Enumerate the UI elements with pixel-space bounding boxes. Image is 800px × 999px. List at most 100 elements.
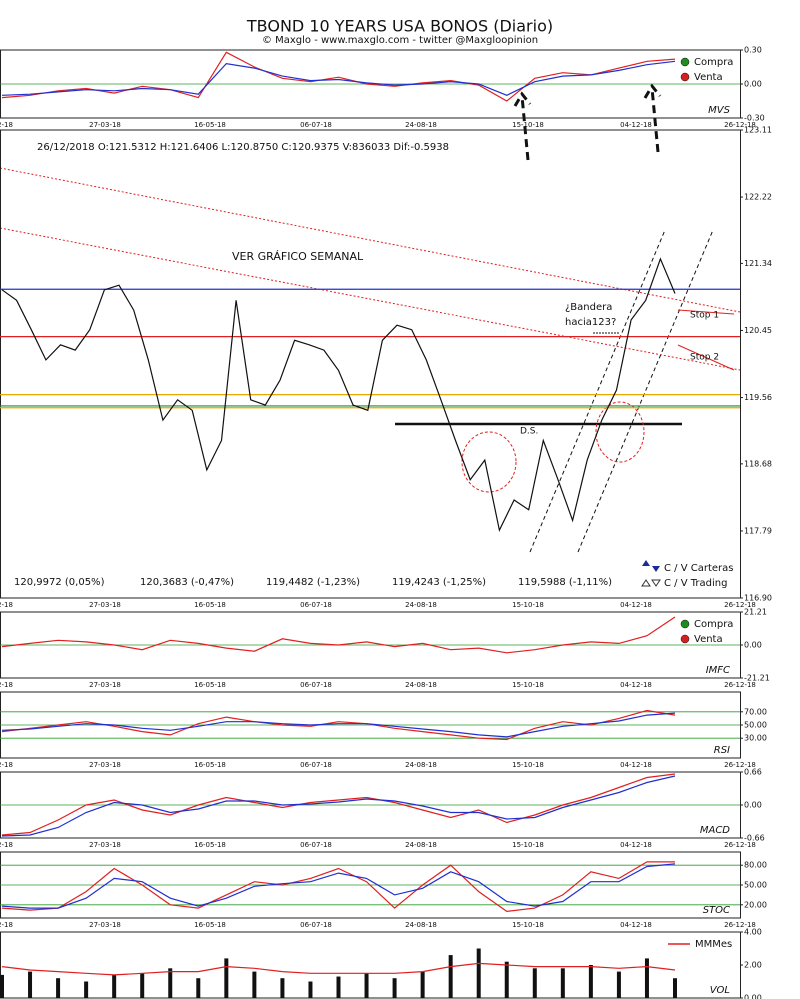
volume-bar: [336, 976, 341, 998]
trend-line: [0, 227, 741, 371]
y-tick-label: 0.00: [744, 994, 762, 999]
legend-marker: [641, 579, 661, 587]
x-tick-label: 26-12-18: [724, 841, 756, 849]
volume-bar: [588, 965, 593, 998]
legend-label: MMMes: [695, 939, 732, 950]
annotation: Stop 1: [690, 311, 719, 321]
annotation: VER GRÁFICO SEMANAL: [232, 250, 364, 263]
x-tick-label: 2-18: [0, 761, 13, 769]
y-tick-label: 4.00: [744, 928, 762, 937]
y-tick-label: 0.00: [744, 801, 762, 810]
x-tick-label: 2-18: [0, 681, 13, 689]
x-tick-label: 26-12-18: [724, 121, 756, 129]
x-tick-label: 04-12-18: [620, 841, 652, 849]
x-tick-label: 04-12-18: [620, 601, 652, 609]
volume-bar: [673, 978, 677, 998]
y-tick-label: 116.90: [744, 594, 772, 603]
x-tick-label: 27-03-18: [89, 841, 121, 849]
x-tick-label: 16-05-18: [194, 761, 226, 769]
chart-subtitle: © Maxglo - www.maxglo.com - twitter @Max…: [262, 35, 538, 46]
x-tick-label: 24-08-18: [405, 601, 437, 609]
series-line: [1, 616, 676, 654]
x-tick-label: 06-07-18: [300, 681, 332, 689]
series-line: [1, 861, 675, 913]
volume-bar: [280, 978, 285, 998]
channel-line: [529, 229, 666, 553]
x-tick-label: 04-12-18: [620, 681, 652, 689]
x-tick-label: 15-10-18: [512, 681, 544, 689]
volume-bar: [504, 961, 509, 998]
y-tick-label: 80.00: [744, 861, 767, 870]
y-tick-label: 117.79: [744, 526, 772, 535]
chart-title: TBOND 10 YEARS USA BONOS (Diario): [246, 17, 553, 36]
y-tick-label: 50.00: [744, 721, 767, 730]
annotation: Stop 2: [690, 353, 719, 363]
series-line: [1, 775, 676, 837]
x-tick-label: 27-03-18: [89, 601, 121, 609]
x-tick-label: 24-08-18: [405, 921, 437, 929]
volume-bar: [56, 978, 61, 998]
y-tick-label: 0.66: [744, 768, 762, 777]
x-tick-label: 26-12-18: [724, 761, 756, 769]
series-line: [1, 257, 676, 533]
y-tick-label: 119.56: [744, 393, 772, 402]
panel-label: RSI: [714, 745, 730, 756]
y-tick-label: -0.30: [744, 114, 765, 123]
volume-bar: [84, 981, 89, 998]
y-tick-label: -0.66: [744, 834, 765, 843]
x-tick-label: 15-10-18: [512, 121, 544, 129]
series-line: [1, 962, 676, 976]
x-tick-label: 27-03-18: [89, 761, 121, 769]
series-line: [1, 863, 676, 909]
y-tick-label: 0.00: [744, 80, 762, 89]
y-tick-label: 0.30: [744, 46, 762, 55]
x-tick-label: 2-18: [0, 601, 13, 609]
x-tick-label: 06-07-18: [300, 601, 332, 609]
trend-line: [0, 167, 741, 313]
volume-bar: [644, 958, 649, 998]
x-tick-label: 2-18: [0, 921, 13, 929]
volume-bar: [420, 971, 425, 998]
legend-label: Compra: [694, 619, 733, 630]
legend-label: Compra: [694, 57, 733, 68]
legend-marker: [642, 560, 660, 572]
volume-bar: [196, 978, 201, 998]
x-tick-label: 04-12-18: [620, 121, 652, 129]
x-tick-label: 16-05-18: [194, 601, 226, 609]
legend-label: C / V Carteras: [664, 563, 733, 574]
legend-marker: [680, 57, 690, 67]
series-line: [1, 773, 676, 836]
stop-arrow: [677, 309, 735, 371]
legend-label: Venta: [694, 634, 723, 645]
level-label: 119,5988 (-1,11%): [518, 577, 612, 588]
volume-bar: [168, 968, 173, 998]
annotation: D.S.: [520, 427, 538, 437]
x-tick-label: 06-07-18: [300, 921, 332, 929]
series-line: [1, 51, 676, 102]
legend-marker: [680, 72, 690, 82]
x-tick-label: 16-05-18: [194, 681, 226, 689]
level-label: 119,4482 (-1,23%): [266, 577, 360, 588]
x-tick-label: 24-08-18: [405, 681, 437, 689]
x-tick-label: 15-10-18: [512, 761, 544, 769]
x-tick-label: 16-05-18: [194, 121, 226, 129]
x-tick-label: 16-05-18: [194, 841, 226, 849]
level-label: 120,9972 (0,05%): [14, 577, 105, 588]
ohlc-info: 26/12/2018 O:121.5312 H:121.6406 L:120.8…: [37, 142, 449, 153]
x-tick-label: 04-12-18: [620, 921, 652, 929]
x-tick-label: 06-07-18: [300, 121, 332, 129]
volume-bar: [616, 971, 621, 998]
legend-label: Venta: [694, 72, 723, 83]
level-label: 119,4243 (-1,25%): [392, 577, 486, 588]
panel-label: VOL: [710, 985, 730, 996]
x-tick-label: 15-10-18: [512, 921, 544, 929]
x-tick-label: 24-08-18: [405, 841, 437, 849]
volume-bar: [364, 973, 369, 998]
legend-marker: [680, 634, 690, 644]
x-tick-label: 15-10-18: [512, 841, 544, 849]
panel-frame: [0, 931, 741, 999]
y-tick-label: 120.45: [744, 326, 772, 335]
circle-mark: [595, 401, 645, 463]
panel-label: STOC: [703, 905, 730, 916]
x-tick-label: 26-12-18: [724, 921, 756, 929]
